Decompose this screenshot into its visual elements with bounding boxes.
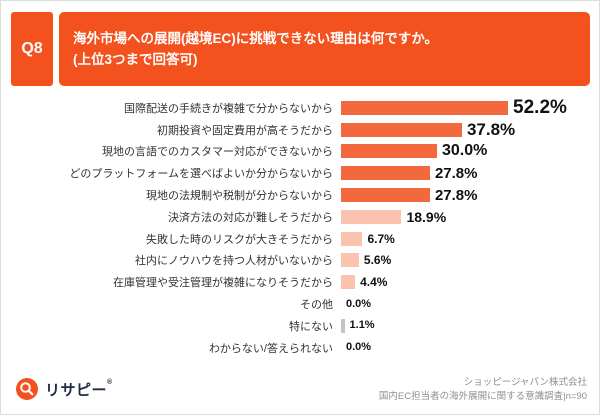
bar xyxy=(341,209,402,224)
chart-row: 失敗した時のリスクが大きそうだから 6.7% xyxy=(11,228,593,250)
category-label: 特にない xyxy=(289,320,333,333)
chart-row: 決済方法の対応が難しそうだから 18.9% xyxy=(11,206,593,228)
value-label: 27.8% xyxy=(434,186,478,204)
category-label: 在庫管理や受注管理が複雑になりそうだから xyxy=(113,277,333,290)
chart-row: 国際配送の手続きが複雑で分からないから 52.2% xyxy=(11,97,593,119)
value-label: 4.4% xyxy=(360,275,388,290)
bar xyxy=(341,188,430,203)
chart-row: どのプラットフォームを選べばよいか分からないから 27.8% xyxy=(11,162,593,184)
value-label: 30.0% xyxy=(442,142,488,160)
question-title-line2: (上位3つまで回答可) xyxy=(73,52,198,67)
question-header: Q8 海外市場への展開(越境EC)に挑戦できない理由は何ですか。 (上位3つまで… xyxy=(11,12,590,86)
bar xyxy=(341,100,509,115)
category-label: 初期投資や固定費用が高そうだから xyxy=(157,124,333,137)
category-label: その他 xyxy=(300,299,333,312)
bar xyxy=(341,231,363,246)
value-label: 18.9% xyxy=(406,208,447,225)
chart-row: その他 0.0% xyxy=(11,293,593,315)
bar xyxy=(341,318,345,333)
value-label: 37.8% xyxy=(466,120,516,140)
bar-chart: 国際配送の手続きが複雑で分からないから 52.2% 初期投資や固定費用が高そうだから… xyxy=(11,97,593,359)
chart-row: 社内にノウハウを持つ人材がいないから 5.6% xyxy=(11,250,593,272)
value-label: 52.2% xyxy=(513,97,567,119)
bar xyxy=(341,122,462,137)
brand-logo-icon xyxy=(15,377,39,401)
question-number-badge: Q8 xyxy=(11,12,53,86)
value-label: 6.7% xyxy=(367,231,395,246)
survey-source: ショッピージャパン株式会社 国内EC担当者の海外展開に関する意識調査|n=90 xyxy=(379,376,587,404)
value-label: 0.0% xyxy=(346,297,372,310)
category-label: 現地の言語でのカスタマー対応ができないから xyxy=(102,146,333,159)
question-title-box: 海外市場への展開(越境EC)に挑戦できない理由は何ですか。 (上位3つまで回答可… xyxy=(59,12,590,86)
category-label: 国際配送の手続きが複雑で分からないから xyxy=(124,102,333,115)
bar xyxy=(341,275,356,290)
registered-mark: ® xyxy=(107,378,113,386)
category-label: 失敗した時のリスクが大きそうだから xyxy=(146,233,333,246)
category-label: わからない/答えられない xyxy=(208,342,333,355)
survey-note: 国内EC担当者の海外展開に関する意識調査|n=90 xyxy=(378,391,587,402)
bar xyxy=(341,144,437,159)
bar xyxy=(341,166,430,181)
question-title-line1: 海外市場への展開(越境EC)に挑戦できない理由は何ですか。 xyxy=(73,31,438,46)
company-name: ショッピージャパン株式会社 xyxy=(463,377,587,388)
category-label: 社内にノウハウを持つ人材がいないから xyxy=(135,255,333,268)
chart-row: 特にない 1.1% xyxy=(11,315,593,337)
chart-row: 初期投資や固定費用が高そうだから 37.8% xyxy=(11,119,593,141)
category-label: 決済方法の対応が難しそうだから xyxy=(168,211,333,224)
chart-row: 在庫管理や受注管理が複雑になりそうだから 4.4% xyxy=(11,271,593,293)
chart-row: 現地の言語でのカスタマー対応ができないから 30.0% xyxy=(11,141,593,163)
value-label: 27.8% xyxy=(434,164,478,182)
bar xyxy=(341,253,359,268)
value-label: 0.0% xyxy=(346,341,372,354)
chart-row: わからない/答えられない 0.0% xyxy=(11,337,593,359)
value-label: 5.6% xyxy=(363,253,392,268)
value-label: 1.1% xyxy=(349,319,375,332)
brand-name: リサピー® xyxy=(45,378,113,399)
brand-logo: リサピー® xyxy=(15,377,113,401)
category-label: どのプラットフォームを選べばよいか分からないから xyxy=(69,168,333,181)
category-label: 現地の法規制や税制が分からないから xyxy=(146,190,333,203)
chart-row: 現地の法規制や税制が分からないから 27.8% xyxy=(11,184,593,206)
